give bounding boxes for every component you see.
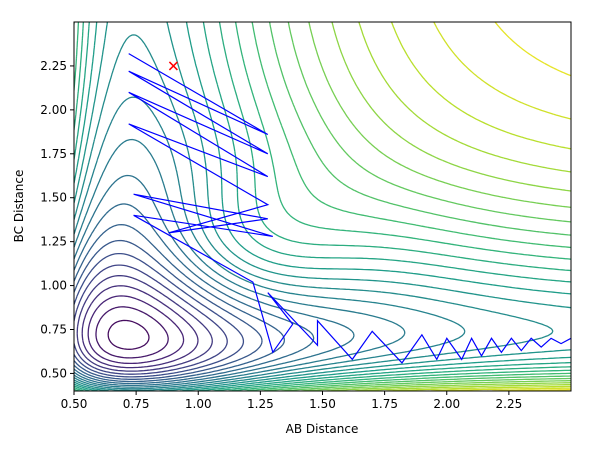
contour-level: [74, 239, 263, 380]
trajectory-line: [128, 53, 571, 364]
contour-level: [74, 22, 571, 391]
contour-level: [74, 22, 571, 391]
contour-level: [74, 22, 571, 391]
contour-level: [324, 22, 571, 391]
trajectory-path: [128, 53, 571, 364]
y-tick-label: 2.00: [40, 103, 67, 117]
y-tick-label: 1.50: [40, 191, 67, 205]
y-tick-label: 0.50: [40, 366, 67, 380]
y-tick-label: 2.25: [40, 59, 67, 73]
y-axis-ticks: 0.50 0.75 1.00 1.25 1.50 1.75 2.00 2.25: [40, 59, 74, 380]
contour-level: [76, 275, 213, 372]
contour-level: [107, 319, 150, 350]
contour-level: [74, 203, 315, 385]
start-marker: [168, 61, 178, 71]
contour-level: [74, 96, 466, 390]
contour-level: [74, 22, 571, 391]
contour-level: [95, 306, 169, 359]
contour-level: [74, 34, 554, 391]
start-point-marker: [168, 61, 178, 71]
y-tick-label: 1.25: [40, 235, 67, 249]
contour-level: [74, 174, 355, 387]
y-tick-label: 0.75: [40, 323, 67, 337]
y-axis-label: BC Distance: [12, 170, 26, 243]
contour-level: [74, 22, 571, 391]
x-axis-label: AB Distance: [286, 422, 359, 436]
y-tick-label: 1.75: [40, 147, 67, 161]
x-tick-label: 0.75: [123, 397, 150, 411]
contour-level: [87, 295, 185, 365]
x-tick-label: 1.50: [309, 397, 336, 411]
contour-level: [427, 22, 571, 391]
x-tick-label: 2.25: [496, 397, 523, 411]
x-tick-label: 0.50: [61, 397, 88, 411]
contour-level: [74, 264, 228, 375]
contour-level: [81, 285, 199, 369]
x-tick-label: 1.75: [371, 397, 398, 411]
x-tick-label: 2.00: [433, 397, 460, 411]
y-tick-label: 1.00: [40, 279, 67, 293]
x-tick-label: 1.00: [185, 397, 212, 411]
x-axis-ticks: 0.50 0.75 1.00 1.25 1.50 1.75 2.00 2.25: [61, 391, 523, 411]
x-tick-label: 1.25: [247, 397, 274, 411]
